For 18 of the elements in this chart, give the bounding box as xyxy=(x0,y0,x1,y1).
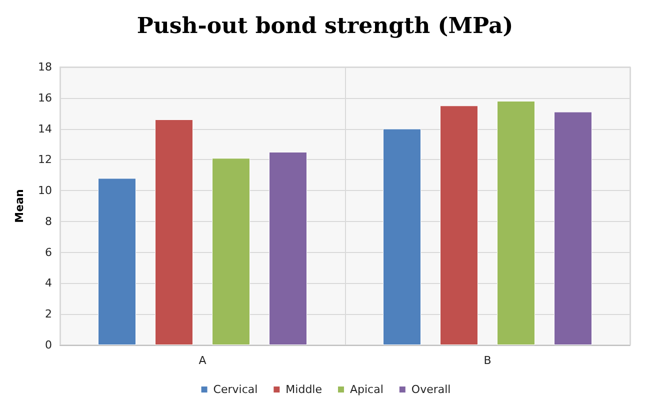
legend-label: Cervical xyxy=(213,383,258,396)
y-tick-label: 8 xyxy=(45,214,52,228)
legend-label: Middle xyxy=(286,383,322,396)
legend-label: Overall xyxy=(411,383,451,396)
y-axis-title: Mean xyxy=(13,189,26,223)
chart-title: Push-out bond strength (MPa) xyxy=(136,13,514,39)
y-tick-label: 6 xyxy=(45,246,52,259)
y-tick-label: 18 xyxy=(38,60,52,74)
y-tick-label: 12 xyxy=(38,153,52,166)
x-tick-label: B xyxy=(484,354,492,367)
legend-label: Apical xyxy=(350,383,384,396)
y-tick-label: 10 xyxy=(38,184,52,198)
y-tick-label: 0 xyxy=(45,338,52,352)
y-tick-label: 2 xyxy=(45,308,52,321)
y-tick-label: 14 xyxy=(38,122,52,136)
y-tick-label: 16 xyxy=(38,91,52,104)
x-tick-label: A xyxy=(198,354,207,367)
y-tick-label: 4 xyxy=(45,276,52,290)
